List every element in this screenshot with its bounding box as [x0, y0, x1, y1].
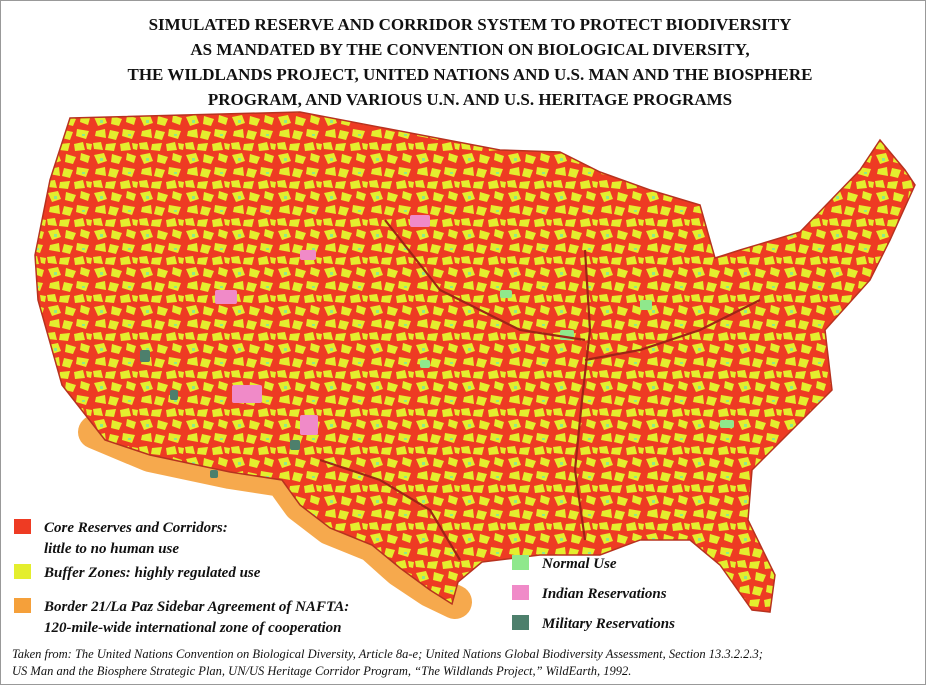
title: SIMULATED RESERVE AND CORRIDOR SYSTEM TO…	[127, 15, 812, 109]
land-use-patch	[410, 215, 430, 227]
river	[573, 249, 592, 541]
legend-swatch	[512, 615, 529, 630]
legend-swatch	[14, 564, 31, 579]
river	[319, 458, 461, 561]
legend-swatch	[512, 555, 529, 570]
land-use-patch	[232, 385, 262, 403]
legend-label: little to no human use	[44, 541, 179, 557]
river	[584, 299, 761, 362]
land-use-patch	[500, 290, 512, 298]
title-line: PROGRAM, AND VARIOUS U.N. AND U.S. HERIT…	[208, 90, 732, 109]
land-use-patch	[140, 350, 150, 362]
legend-label: Core Reserves and Corridors:	[44, 520, 228, 536]
land-use-patch	[420, 360, 430, 368]
legend: Core Reserves and Corridors: little to no…	[14, 519, 675, 636]
legend-swatch	[14, 598, 31, 613]
map	[34, 111, 916, 619]
source-line: US Man and the Biosphere Strategic Plan,…	[12, 664, 631, 678]
title-line: SIMULATED RESERVE AND CORRIDOR SYSTEM TO…	[149, 15, 792, 34]
land-use-patch	[210, 470, 218, 478]
legend-label: Buffer Zones: highly regulated use	[43, 565, 261, 581]
land-use-patch	[640, 300, 652, 310]
land-use-patch	[290, 440, 300, 450]
land-use-patch	[215, 290, 237, 304]
source: Taken from: The United Nations Conventio…	[12, 647, 763, 678]
river	[384, 219, 586, 342]
title-line: THE WILDLANDS PROJECT, UNITED NATIONS AN…	[127, 65, 812, 84]
us-territory	[34, 111, 916, 613]
legend-swatch	[512, 585, 529, 600]
land-use-patch	[300, 250, 316, 260]
land-use-patch	[720, 420, 734, 428]
legend-label: Military Reservations	[541, 616, 675, 632]
legend-swatch	[14, 519, 31, 534]
legend-label: 120-mile-wide international zone of coop…	[44, 620, 342, 636]
legend-label: Border 21/La Paz Sidebar Agreement of NA…	[43, 599, 349, 615]
title-line: AS MANDATED BY THE CONVENTION ON BIOLOGI…	[190, 40, 749, 59]
legend-label: Normal Use	[541, 556, 617, 572]
source-line: Taken from: The United Nations Conventio…	[12, 647, 763, 661]
land-use-patch	[170, 390, 178, 400]
legend-label: Indian Reservations	[541, 586, 667, 602]
land-use-patch	[300, 415, 318, 435]
